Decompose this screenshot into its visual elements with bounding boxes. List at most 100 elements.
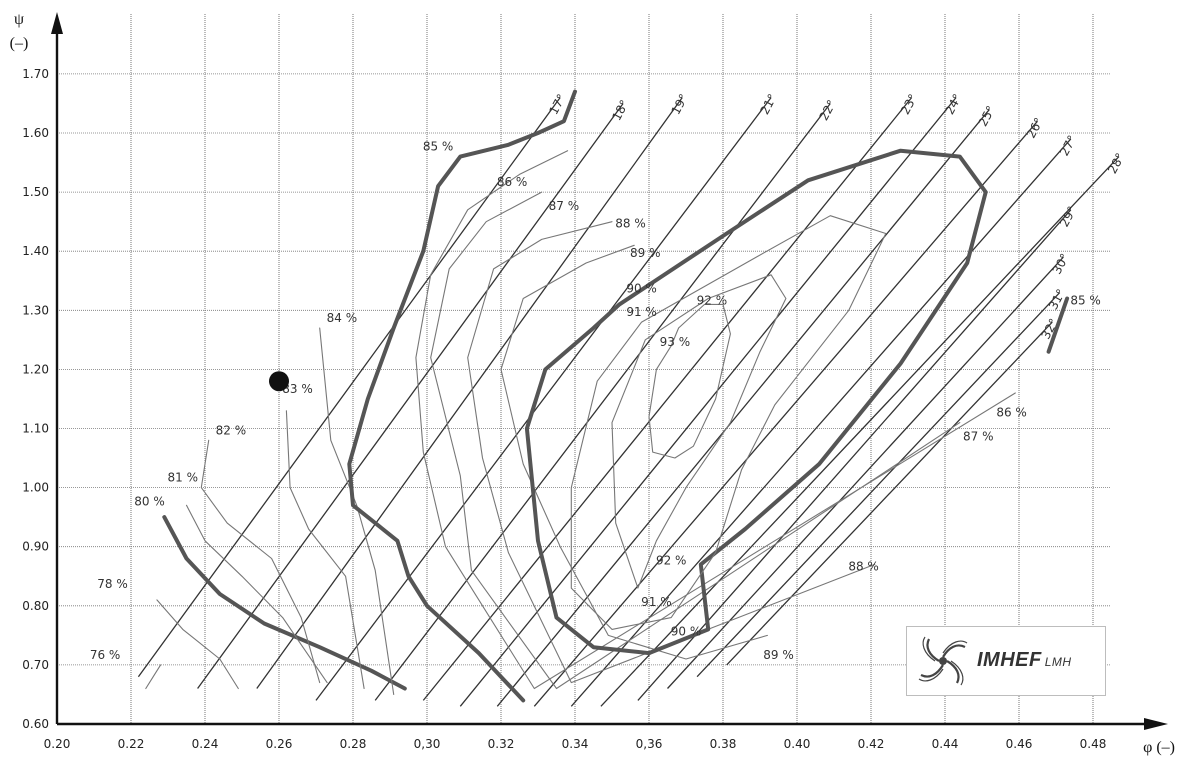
angle-label: 21° <box>757 92 779 117</box>
efficiency-label: 92 % <box>656 553 687 567</box>
efficiency-contour <box>467 221 876 684</box>
x-tick-label: 0.48 <box>1080 737 1107 751</box>
y-tick-label: 0.70 <box>22 658 49 672</box>
efficiency-label: 93 % <box>660 335 691 349</box>
efficiency-label: 88 % <box>848 559 879 573</box>
angle-line-31deg <box>696 292 1061 678</box>
x-axis-arrow <box>1144 718 1168 730</box>
x-tick-label: 0.46 <box>1006 737 1033 751</box>
angle-line-28deg <box>600 156 1120 707</box>
x-tick-label: 0,30 <box>414 737 441 751</box>
operating-point <box>269 371 289 392</box>
efficiency-contour <box>162 515 407 691</box>
angle-label: 25° <box>976 103 998 128</box>
efficiency-label: 90 % <box>671 624 702 638</box>
x-tick-label: 0.44 <box>932 737 959 751</box>
angle-label: 30° <box>1050 251 1072 276</box>
angle-line-18deg <box>197 103 624 689</box>
efficiency-label: 91 % <box>641 595 672 609</box>
efficiency-label: 88 % <box>615 217 646 231</box>
efficiency-contour <box>185 504 328 684</box>
efficiency-contour <box>430 191 961 690</box>
efficiency-label: 87 % <box>549 199 580 213</box>
efficiency-label: 87 % <box>963 429 994 443</box>
efficiency-label: 78 % <box>97 577 128 591</box>
angle-label: 19° <box>669 92 691 117</box>
efficiency-contour <box>145 664 162 690</box>
angle-line-23deg <box>422 97 913 701</box>
angle-line-21deg <box>315 97 772 701</box>
efficiency-label: 82 % <box>216 423 247 437</box>
x-tick-label: 0.24 <box>192 737 219 751</box>
axes: 0.20 0.22 0.24 0.26 0.28 0,30 0.32 0.34 0,36 0.38… <box>10 11 1175 756</box>
efficiency-label: 85 % <box>1070 293 1101 307</box>
angle-line-24deg <box>459 97 957 707</box>
y-tick-label: 0.80 <box>22 599 49 613</box>
angle-label: 27° <box>1057 133 1079 158</box>
y-tick-label: 1.40 <box>22 244 49 258</box>
angle-line-29deg <box>637 209 1072 701</box>
angle-line-27deg <box>570 138 1072 707</box>
x-tick-label: 0.34 <box>562 737 589 751</box>
y-tick-label: 1.10 <box>22 422 49 436</box>
angle-label: 28° <box>1105 151 1127 176</box>
efficiency-label: 86 % <box>497 175 528 189</box>
y-axis-title: ψ <box>14 11 24 28</box>
y-tick-label: 1.00 <box>22 481 49 495</box>
y-tick-label: 1.20 <box>22 362 49 376</box>
efficiency-label: 92 % <box>697 293 728 307</box>
efficiency-label: 89 % <box>763 648 794 662</box>
angle-line-19deg <box>256 97 683 689</box>
y-tick-label: 0.60 <box>22 717 49 731</box>
logo-text: IMHEF LMH <box>977 649 1072 672</box>
angle-label: 22° <box>817 97 839 122</box>
x-tick-label: 0.42 <box>858 737 885 751</box>
y-tick-label: 1.50 <box>22 185 49 199</box>
x-axis-title: φ (–) <box>1143 739 1175 756</box>
y-tick-label: 1.30 <box>22 303 49 317</box>
angle-line-32deg <box>726 321 1053 666</box>
turbine-logo-icon <box>918 636 968 686</box>
angle-label: 24° <box>942 92 964 117</box>
efficiency-contour <box>347 89 577 703</box>
efficiency-label: 91 % <box>626 305 657 319</box>
x-tick-label: 0.28 <box>340 737 367 751</box>
y-axis-unit: (–) <box>10 35 29 52</box>
y-tick-label: 1.60 <box>22 126 49 140</box>
efficiency-label: 90 % <box>626 282 657 296</box>
efficiency-label: 80 % <box>134 494 165 508</box>
efficiency-label: 83 % <box>282 382 313 396</box>
logo-name: IMHEF <box>977 649 1042 671</box>
angle-label: 29° <box>1057 204 1079 229</box>
chart-labels: 17° 18° 19° 21° 22° 23° 24° 25° 26°27°28°29°30°3… <box>90 92 1128 662</box>
angle-line-25deg <box>496 108 990 707</box>
efficiency-contour <box>648 303 731 459</box>
grid <box>57 14 1110 724</box>
x-tick-label: 0.22 <box>118 737 145 751</box>
efficiency-contour <box>570 215 887 630</box>
x-tick-label: 0.38 <box>710 737 737 751</box>
efficiency-contour <box>319 327 395 695</box>
angle-line-26deg <box>533 120 1038 707</box>
guide-vane-angle-lines <box>137 97 1120 707</box>
efficiency-label: 89 % <box>630 246 661 260</box>
efficiency-label: 86 % <box>996 406 1027 420</box>
angle-label: 26° <box>1024 115 1046 140</box>
logo-box: IMHEF LMH <box>906 626 1106 696</box>
y-tick-label: 0.90 <box>22 540 49 554</box>
efficiency-contour <box>524 148 988 656</box>
efficiency-contour <box>285 410 365 690</box>
x-tick-label: 0.40 <box>784 737 811 751</box>
efficiency-contour <box>156 599 239 690</box>
x-tick-label: 0.20 <box>44 737 71 751</box>
x-tick-label: 0,36 <box>636 737 663 751</box>
angle-label: 18° <box>609 97 631 122</box>
x-tick-label: 0.26 <box>266 737 293 751</box>
efficiency-contour <box>500 244 768 660</box>
efficiency-label: 84 % <box>327 311 358 325</box>
x-tick-label: 0.32 <box>488 737 515 751</box>
efficiency-label: 76 % <box>90 648 121 662</box>
efficiency-contour <box>200 439 321 684</box>
efficiency-contour <box>415 150 1016 690</box>
